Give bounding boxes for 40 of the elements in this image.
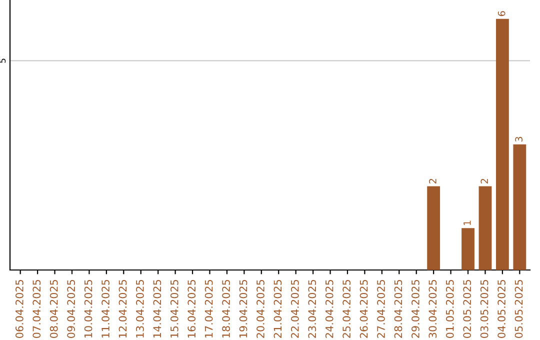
x-tick-label: 10.04.2025 (84, 280, 92, 338)
data-label: 2 (480, 178, 488, 184)
x-tick-label: 05.05.2025 (514, 280, 523, 338)
x-tick-label: 24.04.2025 (325, 280, 334, 338)
x-tick-label: 25.04.2025 (342, 280, 351, 338)
x-tick-label: 30.04.2025 (428, 280, 437, 338)
x-tick-label: 14.04.2025 (153, 280, 162, 338)
x-tick-label: 28.04.2025 (394, 280, 402, 338)
x-tick-label: 07.04.2025 (32, 280, 41, 338)
data-label: 3 (515, 136, 522, 142)
bar (427, 186, 440, 270)
x-tick-label: 29.04.2025 (412, 280, 420, 338)
x-tick-label: 17.04.2025 (204, 280, 213, 338)
x-tick-label: 26.04.2025 (360, 280, 368, 338)
data-label: 6 (498, 11, 506, 16)
x-tick-label: 08.04.2025 (50, 280, 58, 338)
x-tick-label: 18.04.2025 (222, 280, 230, 338)
x-tick-label: 19.04.2025 (239, 280, 248, 338)
x-tick-label: 06.04.2025 (15, 280, 24, 338)
bar (496, 18, 509, 270)
x-tick-label: 11.04.2025 (102, 280, 110, 338)
x-tick-label: 01.05.2025 (446, 280, 454, 338)
x-tick-label: 04.05.2025 (498, 280, 506, 338)
x-tick-label: 27.04.2025 (377, 280, 385, 338)
bar (478, 186, 492, 270)
x-tick-label: 03.05.2025 (480, 280, 488, 338)
x-tick-label: 23.04.2025 (308, 280, 316, 338)
x-tick-label: 15.04.2025 (170, 280, 178, 338)
bar (513, 144, 526, 270)
x-tick-label: 21.04.2025 (274, 280, 282, 338)
x-tick-label: 09.04.2025 (67, 280, 76, 338)
x-tick-label: 22.04.2025 (290, 280, 299, 338)
x-tick-label: 12.04.2025 (118, 280, 127, 338)
x-tick-label: 16.04.2025 (188, 280, 196, 338)
x-tick-label: 02.05.2025 (463, 280, 472, 338)
data-label: 2 (429, 178, 436, 184)
x-tick-label: 20.04.2025 (256, 280, 264, 338)
x-tick-label: 13.04.2025 (136, 280, 144, 338)
bar (462, 228, 474, 270)
data-label: 1 (464, 220, 471, 225)
